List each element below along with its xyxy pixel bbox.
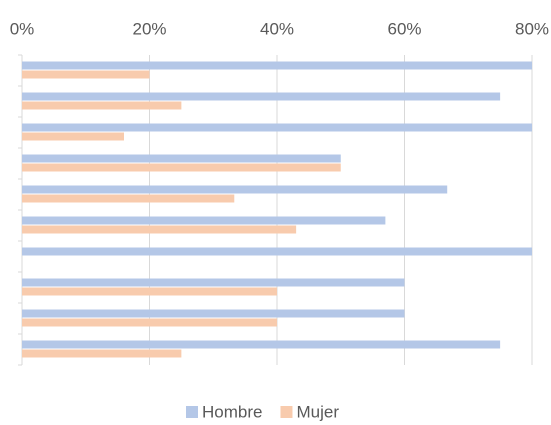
bar — [22, 194, 235, 203]
legend-label: Mujer — [296, 402, 339, 421]
bar — [22, 309, 405, 318]
x-tick-label: 20% — [132, 19, 166, 38]
bar — [22, 163, 341, 172]
bar — [22, 340, 501, 349]
bar — [22, 92, 501, 101]
bar — [22, 216, 386, 225]
bar — [22, 185, 448, 194]
bar — [22, 287, 277, 296]
bar — [22, 123, 532, 132]
bar — [22, 278, 405, 287]
bar — [22, 61, 532, 70]
bar — [22, 349, 182, 358]
bar — [22, 225, 297, 234]
bar — [22, 132, 124, 141]
bar — [22, 247, 532, 256]
legend-swatch — [280, 406, 293, 418]
bar — [22, 318, 277, 327]
bar — [22, 154, 341, 163]
x-tick-label: 0% — [10, 19, 35, 38]
bar — [22, 101, 182, 110]
x-tick-label: 40% — [260, 19, 294, 38]
legend-label: Hombre — [202, 402, 262, 421]
x-tick-label: 60% — [387, 19, 421, 38]
legend-swatch — [186, 406, 198, 418]
bar — [22, 70, 150, 79]
x-tick-label: 80% — [515, 19, 549, 38]
